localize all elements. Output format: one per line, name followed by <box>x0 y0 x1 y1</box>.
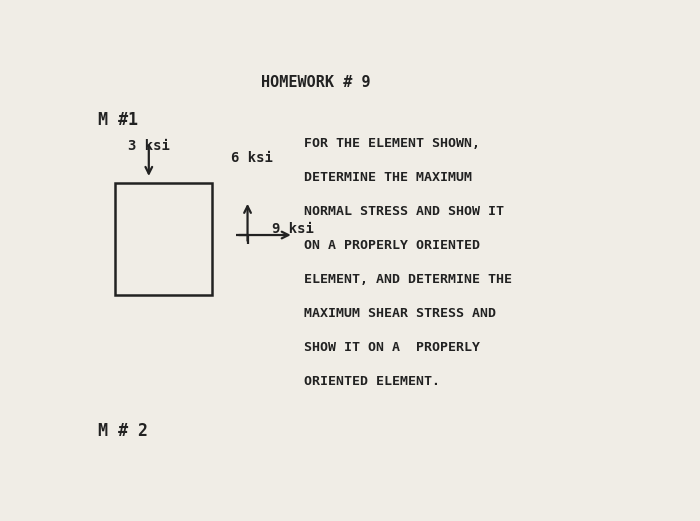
Text: SHOW IT ON A  PROPERLY: SHOW IT ON A PROPERLY <box>304 341 480 354</box>
Text: ORIENTED ELEMENT.: ORIENTED ELEMENT. <box>304 376 440 389</box>
Text: HOMEWORK # 9: HOMEWORK # 9 <box>260 75 370 90</box>
Text: FOR THE ELEMENT SHOWN,: FOR THE ELEMENT SHOWN, <box>304 137 480 150</box>
Text: DETERMINE THE MAXIMUM: DETERMINE THE MAXIMUM <box>304 171 472 184</box>
Text: M # 2: M # 2 <box>98 421 148 440</box>
Text: MAXIMUM SHEAR STRESS AND: MAXIMUM SHEAR STRESS AND <box>304 307 496 320</box>
Text: M #1: M #1 <box>98 110 139 129</box>
Text: 6 ksi: 6 ksi <box>231 151 273 165</box>
Text: NORMAL STRESS AND SHOW IT: NORMAL STRESS AND SHOW IT <box>304 205 505 218</box>
Text: ON A PROPERLY ORIENTED: ON A PROPERLY ORIENTED <box>304 239 480 252</box>
Bar <box>115 183 212 295</box>
Text: 9 ksi: 9 ksi <box>272 222 314 236</box>
Text: ELEMENT, AND DETERMINE THE: ELEMENT, AND DETERMINE THE <box>304 273 512 286</box>
Text: 3 ksi: 3 ksi <box>128 139 170 153</box>
